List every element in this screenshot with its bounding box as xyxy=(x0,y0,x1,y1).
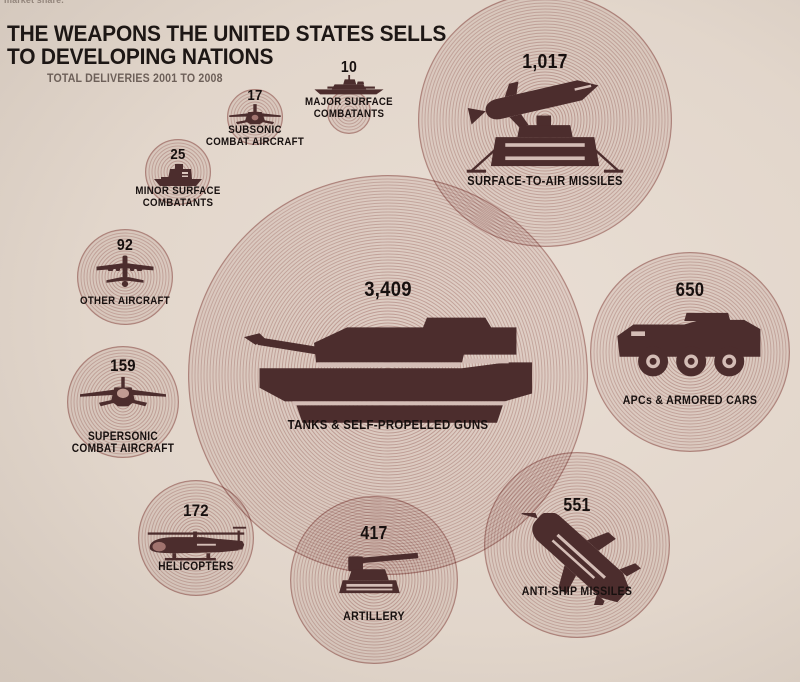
bubble-other-aircraft xyxy=(77,229,173,325)
top-text-fragment: market share. xyxy=(4,0,64,5)
bubble-minor-surface-combatants xyxy=(145,139,211,205)
bubble-surface-to-air-missiles xyxy=(418,0,672,247)
bubble-anti-ship-missiles xyxy=(484,452,670,638)
title-line-2: TO DEVELOPING NATIONS xyxy=(7,44,274,69)
bubble-major-surface-combatants xyxy=(327,90,371,134)
page-title: THE WEAPONS THE UNITED STATES SELLS TO D… xyxy=(7,22,479,85)
title-line-1: THE WEAPONS THE UNITED STATES SELLS xyxy=(7,21,447,46)
page-subtitle: TOTAL DELIVERIES 2001 TO 2008 xyxy=(47,73,223,85)
bubble-subsonic-combat-aircraft xyxy=(227,89,283,145)
bubble-helicopters xyxy=(138,480,254,596)
bubble-supersonic-combat-aircraft xyxy=(67,346,179,458)
bubble-apcs-armored-cars xyxy=(590,252,790,452)
bubble-artillery xyxy=(290,496,458,664)
